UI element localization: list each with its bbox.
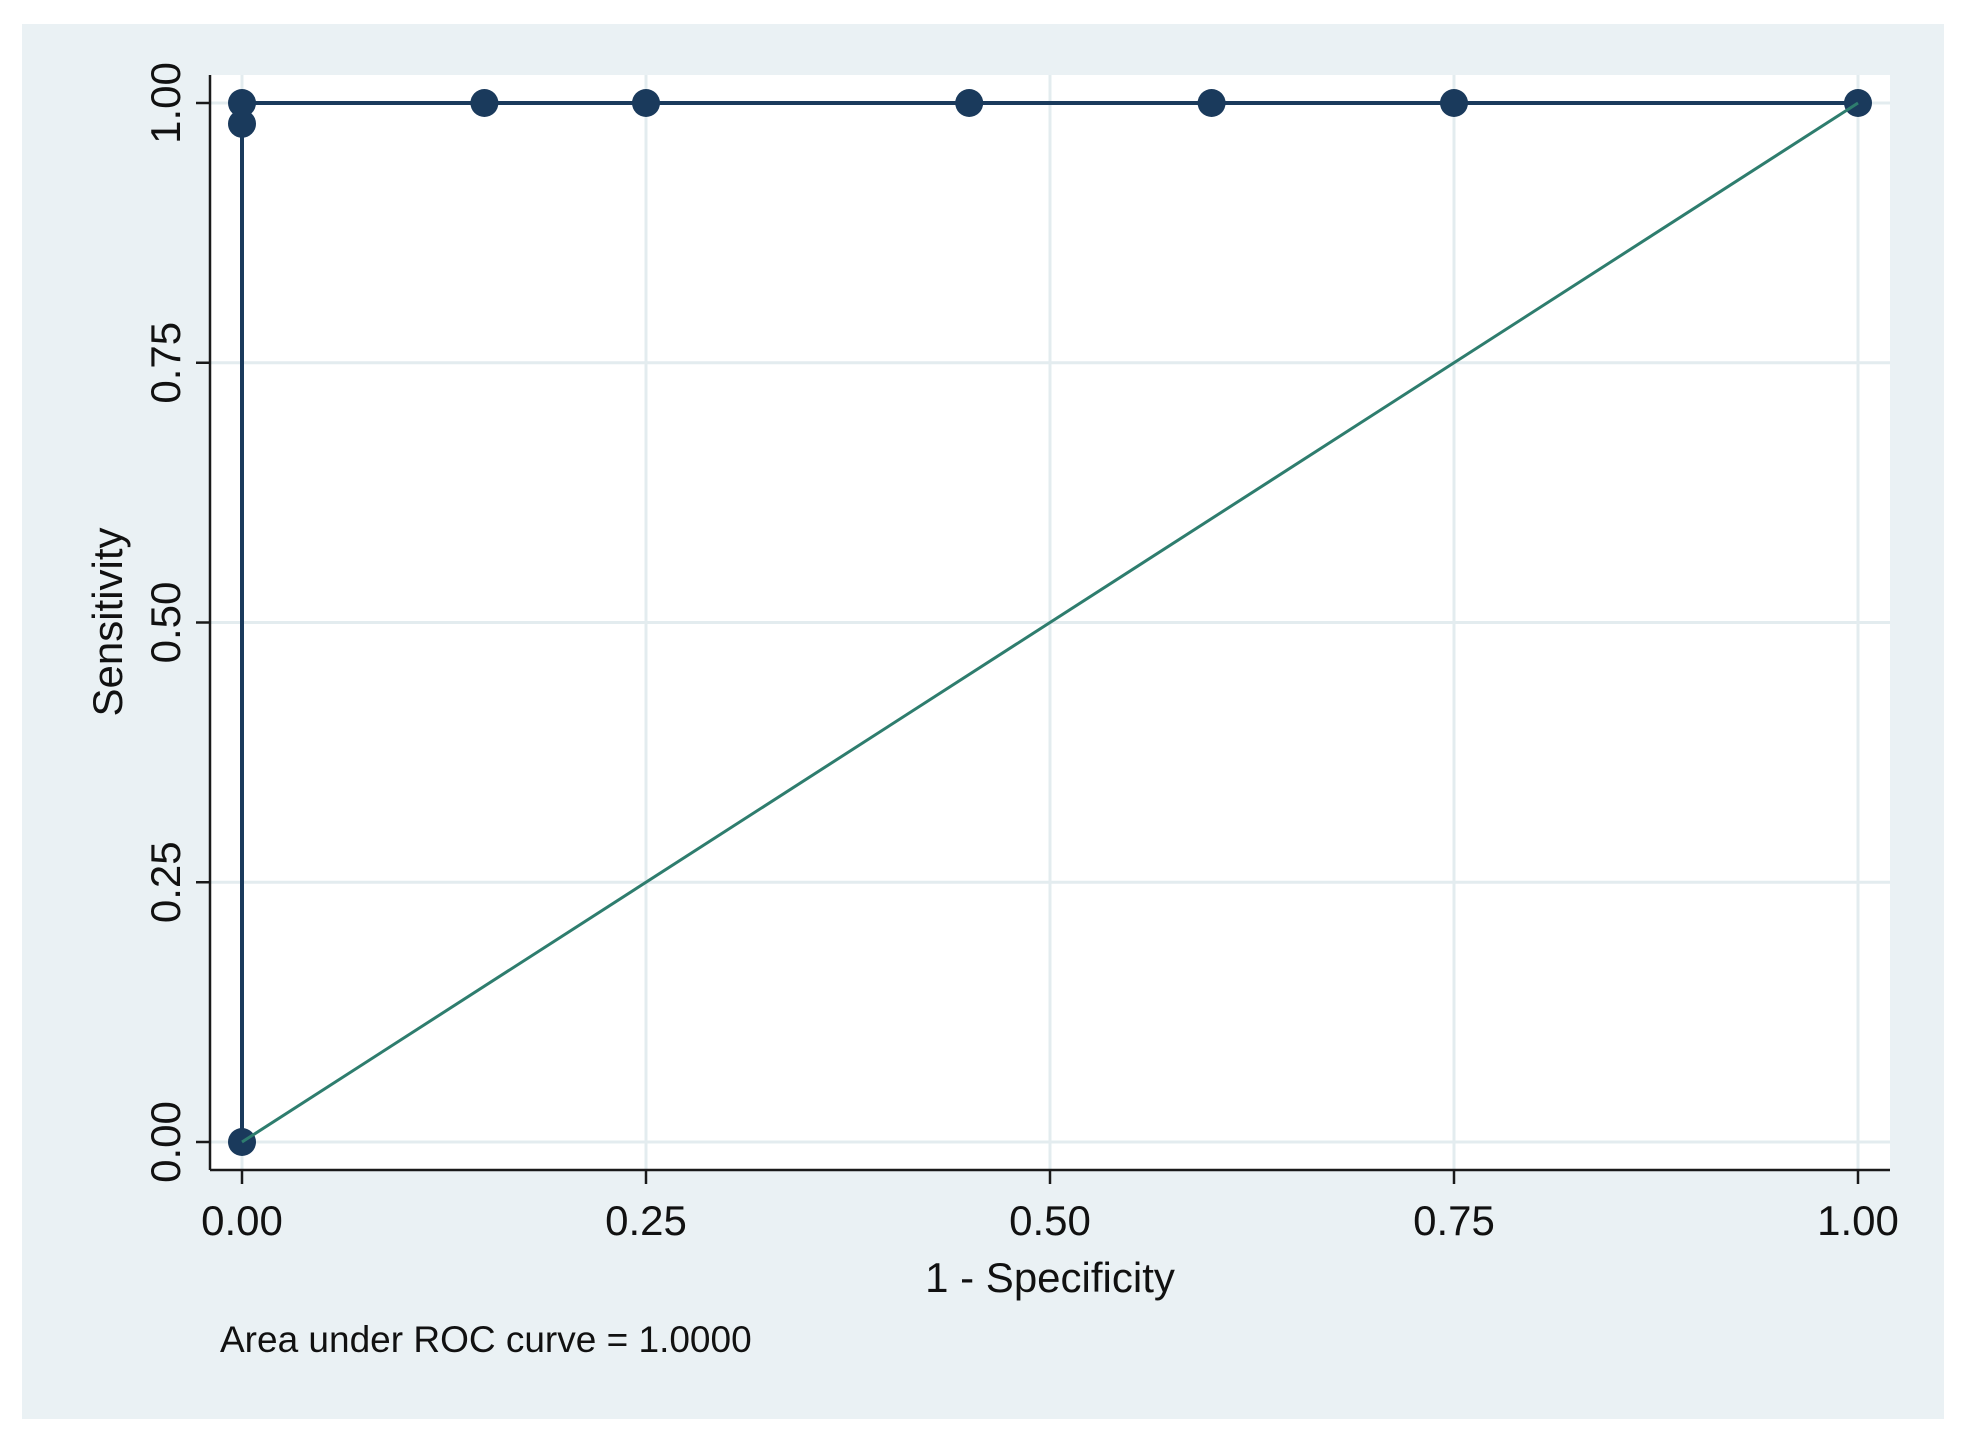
x-tick-label: 0.75: [1413, 1197, 1495, 1244]
axes: [196, 75, 1890, 1184]
y-tick-label: 0.25: [142, 841, 189, 923]
x-tick-label: 0.00: [201, 1197, 283, 1244]
roc-point: [632, 89, 660, 117]
labels: 1 - Specificity Sensitivity Area under R…: [84, 62, 1899, 1360]
reference-line: [241, 101, 1859, 1144]
roc-point: [228, 109, 256, 138]
roc-point: [1440, 89, 1468, 117]
y-tick-label: 0.00: [142, 1101, 189, 1183]
roc-point: [470, 89, 499, 117]
y-tick-label: 0.50: [142, 582, 189, 664]
x-tick-label: 1.00: [1817, 1197, 1899, 1244]
x-tick-label: 0.25: [605, 1197, 687, 1244]
series: [228, 89, 1872, 1156]
x-axis-title: 1 - Specificity: [925, 1254, 1175, 1301]
auc-annotation: Area under ROC curve = 1.0000: [220, 1319, 752, 1360]
roc-point: [955, 89, 984, 117]
y-tick-label: 0.75: [142, 322, 189, 404]
y-tick-label: 1.00: [142, 62, 189, 144]
y-axis-title: Sensitivity: [84, 527, 131, 716]
roc-point: [1197, 89, 1226, 117]
x-tick-label: 0.50: [1009, 1197, 1091, 1244]
roc-point: [228, 89, 256, 117]
